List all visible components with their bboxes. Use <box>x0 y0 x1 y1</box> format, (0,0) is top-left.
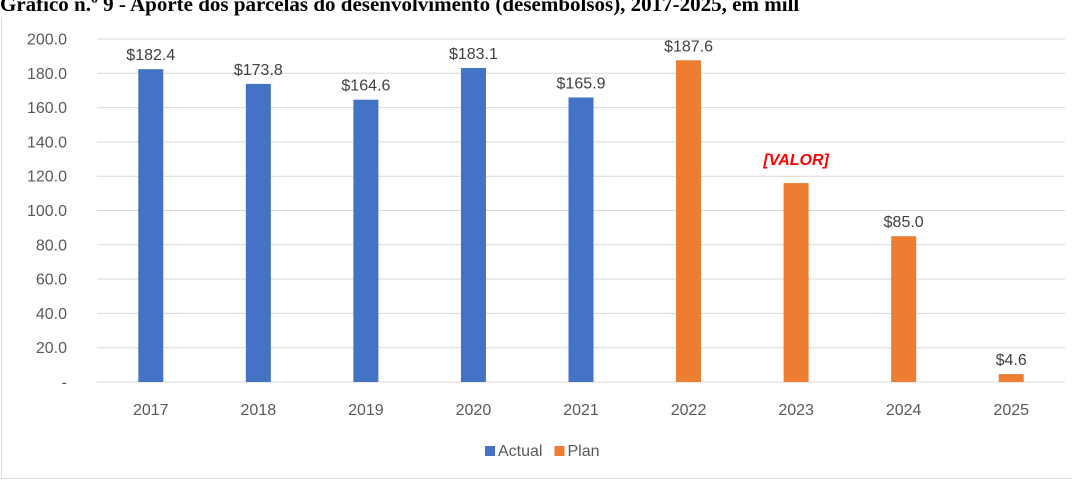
data-label: $183.1 <box>449 46 498 63</box>
bar-plan <box>676 60 702 383</box>
page-title: Gráfico n.º 9 - Aporte dos parcelas do d… <box>0 0 800 16</box>
chart-frame <box>1 17 1072 479</box>
y-tick-label: 80.0 <box>36 237 67 254</box>
bar-actual <box>138 69 164 383</box>
data-label: $164.6 <box>341 78 390 95</box>
x-tick-label: 2024 <box>886 402 922 419</box>
data-label: $173.8 <box>234 62 283 79</box>
legend-label-plan: Plan <box>567 443 599 460</box>
bar-plan <box>998 374 1024 382</box>
data-label: $4.6 <box>996 352 1027 369</box>
y-tick-label: 100.0 <box>27 203 67 220</box>
y-tick-label: 140.0 <box>27 134 67 151</box>
x-tick-label: 2025 <box>993 402 1029 419</box>
x-tick-label: 2022 <box>671 402 707 419</box>
x-tick-label: 2023 <box>778 402 814 419</box>
data-label: $165.9 <box>557 75 606 92</box>
legend-swatch-plan <box>554 446 565 456</box>
y-tick-label: 180.0 <box>27 66 67 83</box>
x-tick-label: 2021 <box>563 402 599 419</box>
y-axis-ticks: - 20.0 40.0 60.0 80.0 100.0 120.0 140.0 160.0 180… <box>27 32 67 392</box>
data-labels: $182.4 $173.8 $164.6 $183.1 $165.9 $187.6 [VAL… <box>126 38 1027 369</box>
y-tick-label: 40.0 <box>36 306 67 323</box>
y-tick-label: 60.0 <box>36 272 67 289</box>
x-axis-ticks: 2017 2018 2019 2020 2021 2022 2023 2024 2025 <box>133 402 1029 419</box>
data-label: $187.6 <box>664 38 713 55</box>
legend: Actual Plan <box>485 443 600 460</box>
x-tick-label: 2020 <box>456 402 492 419</box>
bar-plan <box>783 183 809 382</box>
y-tick-label: 120.0 <box>27 169 67 186</box>
bar-actual <box>245 83 271 383</box>
bar-actual <box>353 99 379 382</box>
data-label: $85.0 <box>884 214 924 231</box>
bar-actual <box>460 67 486 383</box>
bars <box>138 60 1024 383</box>
y-tick-label: 160.0 <box>27 100 67 117</box>
data-label: $182.4 <box>126 47 175 64</box>
legend-label-actual: Actual <box>498 443 542 460</box>
x-tick-label: 2019 <box>348 402 384 419</box>
data-label: [VALOR] <box>762 152 829 169</box>
x-tick-label: 2018 <box>241 402 277 419</box>
y-tick-label: 20.0 <box>36 340 67 357</box>
bar-actual <box>568 97 594 382</box>
x-tick-label: 2017 <box>133 402 169 419</box>
legend-swatch-actual <box>485 446 495 456</box>
y-tick-label: - <box>62 375 67 392</box>
y-tick-label: 200.0 <box>27 32 67 49</box>
bar-plan <box>891 236 917 382</box>
